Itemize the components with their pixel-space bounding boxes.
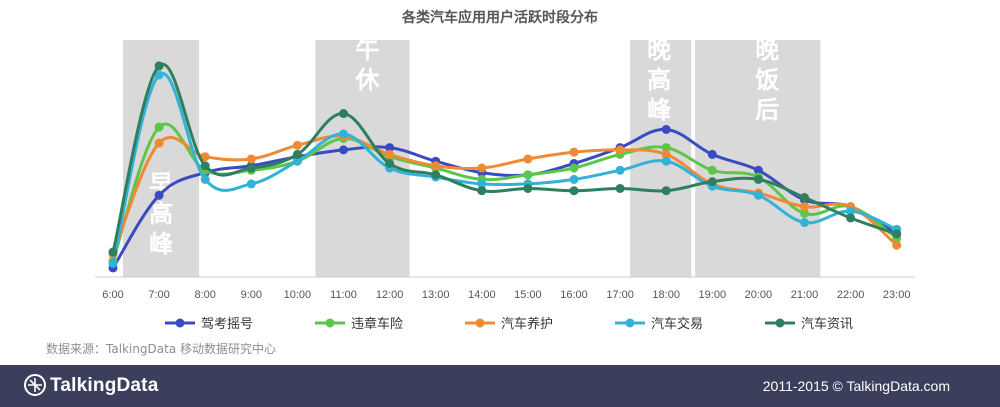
legend-label-1: 驾考摇号 [201, 317, 253, 332]
series-point-2 [569, 163, 579, 173]
brand-name: TalkingData [50, 375, 159, 396]
x-tick-label: 23:00 [883, 289, 911, 301]
series-point-3 [615, 145, 625, 155]
series-point-5 [154, 61, 164, 71]
highlight-band-label-4: 晚饭后 [755, 36, 779, 124]
legend-marker-1 [175, 318, 185, 328]
series-point-3 [661, 149, 671, 159]
x-tick-label: 13:00 [422, 289, 450, 301]
footer-bar: TalkingData 2011-2015 © TalkingData.com [0, 365, 1000, 407]
series-point-1 [339, 145, 348, 155]
series-point-4 [846, 206, 856, 216]
legend-marker-4 [625, 318, 635, 328]
series-point-2 [800, 208, 809, 218]
series-point-1 [385, 143, 395, 153]
series-point-3 [477, 163, 487, 173]
series-point-5 [246, 163, 256, 173]
series-point-1 [753, 165, 763, 175]
x-tick-label: 15:00 [514, 289, 542, 301]
highlight-band-label-3: 晚高峰 [647, 36, 671, 124]
series-point-4 [339, 129, 348, 139]
series-point-5 [569, 186, 579, 196]
x-tick-label: 20:00 [745, 289, 773, 301]
series-point-3 [200, 152, 210, 162]
series-point-5 [200, 161, 210, 171]
series-point-4 [292, 156, 302, 166]
legend-label-3: 汽车养护 [501, 316, 553, 332]
series-point-5 [108, 247, 118, 257]
series-point-3 [292, 140, 302, 150]
series-point-5 [523, 183, 533, 193]
series-point-4 [108, 258, 118, 268]
series-point-4 [154, 70, 164, 80]
x-tick-label: 8:00 [194, 289, 215, 301]
series-point-2 [707, 165, 717, 175]
series-point-5 [846, 213, 856, 223]
series-point-4 [800, 218, 809, 228]
x-tick-label: 19:00 [699, 289, 727, 301]
talkingdata-logo-icon [24, 374, 46, 396]
series-point-5 [661, 186, 671, 196]
copyright-text: 2011-2015 © TalkingData.com [762, 378, 950, 394]
series-point-1 [154, 190, 164, 200]
series-point-3 [385, 149, 395, 159]
legend-marker-3 [475, 318, 485, 328]
series-point-5 [615, 183, 625, 193]
series-point-5 [292, 149, 302, 159]
highlight-band-4 [695, 40, 821, 277]
legend-marker-5 [775, 318, 785, 328]
series-point-5 [892, 229, 902, 239]
chart-title: 各类汽车应用用户活跃时段分布 [401, 9, 598, 26]
series-point-5 [753, 174, 763, 184]
x-tick-label: 12:00 [376, 289, 404, 301]
series-point-2 [661, 143, 671, 153]
series-point-3 [523, 154, 533, 164]
x-tick-label: 14:00 [468, 289, 496, 301]
series-point-5 [800, 193, 809, 203]
series-point-1 [707, 149, 717, 159]
legend-label-2: 违章车险 [351, 316, 403, 332]
series-point-5 [385, 159, 395, 168]
legend-marker-2 [325, 318, 335, 328]
series-point-4 [246, 179, 256, 189]
highlight-band-label-1: 早高峰 [149, 170, 173, 258]
series-point-2 [154, 122, 164, 132]
highlight-band-1 [123, 40, 200, 277]
x-tick-label: 16:00 [560, 289, 588, 301]
series-point-5 [707, 177, 717, 187]
highlight-band-3 [630, 40, 692, 277]
x-tick-label: 18:00 [652, 289, 680, 301]
series-point-4 [753, 190, 763, 200]
series-point-5 [431, 170, 441, 180]
series-point-3 [569, 147, 579, 157]
legend-label-5: 汽车资讯 [801, 316, 853, 332]
series-point-1 [661, 124, 671, 134]
series-point-3 [431, 161, 441, 171]
x-tick-label: 9:00 [241, 289, 262, 301]
legend-label-4: 汽车交易 [651, 316, 703, 332]
series-point-4 [569, 174, 579, 184]
series-point-4 [477, 179, 487, 189]
x-tick-label: 11:00 [330, 289, 357, 301]
x-tick-label: 7:00 [148, 289, 169, 301]
data-source-note: 数据来源：TalkingData 移动数据研究中心 [46, 342, 277, 356]
x-tick-label: 22:00 [837, 289, 865, 301]
x-tick-label: 21:00 [791, 289, 819, 301]
series-point-4 [200, 174, 210, 184]
series-point-3 [892, 240, 902, 250]
series-point-2 [523, 170, 533, 180]
series-point-4 [661, 156, 671, 166]
highlight-band-label-2: 午休 [355, 36, 381, 94]
x-tick-label: 6:00 [102, 289, 123, 301]
series-point-4 [615, 165, 625, 175]
series-point-3 [154, 138, 164, 148]
series-point-3 [800, 202, 809, 212]
series-point-5 [339, 109, 348, 119]
series-point-5 [477, 186, 487, 196]
series-point-3 [246, 154, 256, 164]
x-tick-label: 17:00 [606, 289, 634, 301]
x-tick-label: 10:00 [284, 289, 312, 301]
